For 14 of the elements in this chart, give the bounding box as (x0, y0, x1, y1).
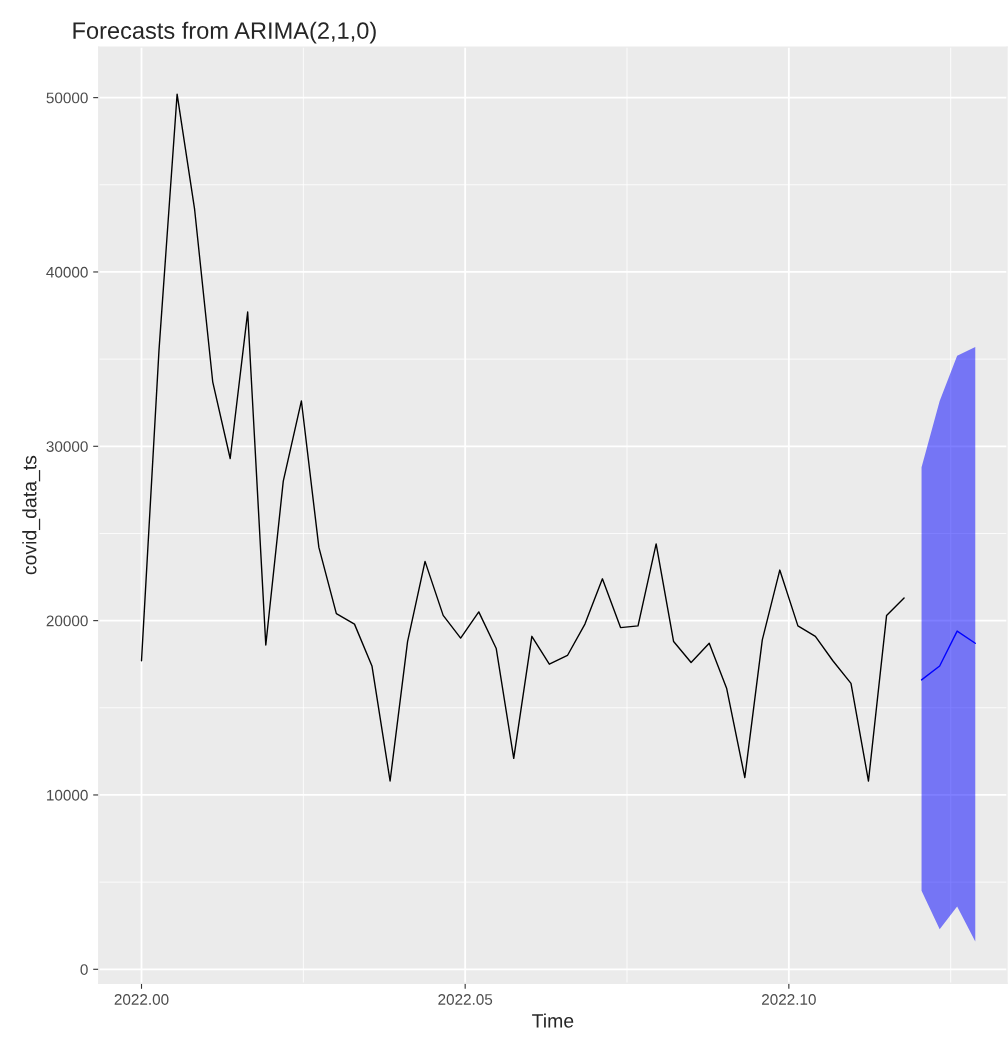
y-axis-title: covid_data_ts (22, 455, 41, 575)
x-tick-label: 2022.00 (114, 994, 169, 1005)
y-tick-label: 0 (80, 964, 88, 975)
x-axis-title: Time (532, 1013, 574, 1028)
line-series (140, 93, 905, 782)
chart-title: Forecasts from ARIMA(2,1,0) (73, 21, 376, 44)
y-tick-label: 30000 (46, 441, 88, 452)
x-tick-label: 2022.05 (438, 994, 493, 1005)
x-tick-label: 2022.10 (762, 994, 816, 1005)
y-tick-label: 40000 (46, 266, 88, 278)
line-series (920, 630, 976, 681)
y-tick-label: 20000 (46, 615, 88, 627)
y-tick-label: 50000 (46, 92, 88, 104)
y-tick-label: 10000 (47, 789, 88, 801)
